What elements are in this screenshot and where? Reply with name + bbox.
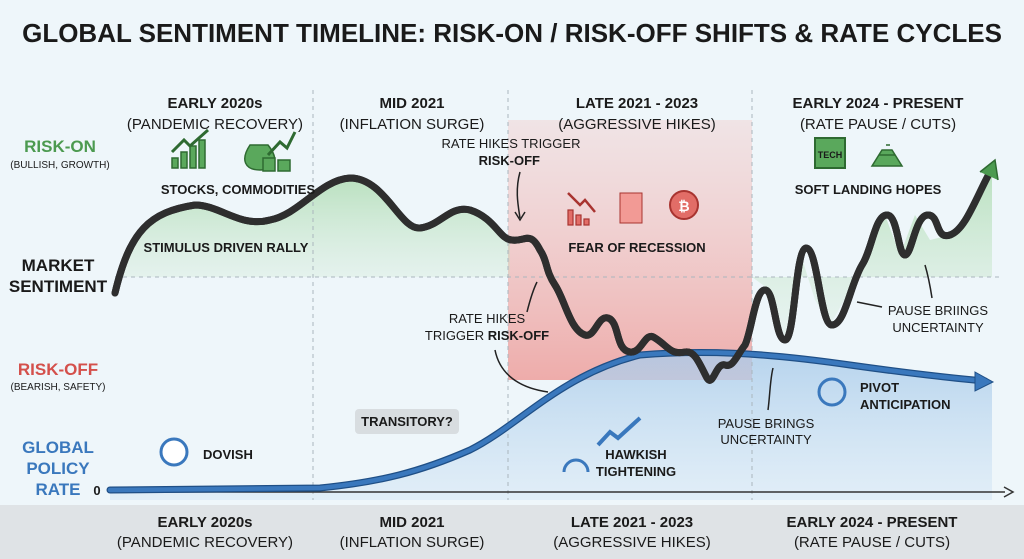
policy-rate-fill: [110, 352, 992, 500]
rate-arrow-icon: [974, 371, 995, 392]
period-headers-top: EARLY 2020s (PANDEMIC RECOVERY) MID 2021…: [127, 95, 964, 133]
grid-lines: [115, 90, 1000, 500]
svg-text:TRIGGER RISK-OFF: TRIGGER RISK-OFF: [425, 328, 549, 343]
market-sentiment-label: MARKET: [22, 256, 95, 275]
period-headers-bottom: EARLY 2020s (PANDEMIC RECOVERY) MID 2021…: [117, 514, 958, 551]
period-label: EARLY 2020s: [157, 514, 252, 531]
risk-off-sub: (BEARISH, SAFETY): [10, 382, 105, 393]
sentiment-arrow-icon: [979, 158, 999, 181]
policy-rate-label: POLICY: [26, 459, 90, 478]
policy-rate-line: [107, 350, 988, 493]
period-sub: (RATE PAUSE / CUTS): [800, 116, 956, 133]
dovish-label: DOVISH: [203, 447, 253, 462]
pause-label: PAUSE BRINGS: [718, 416, 815, 431]
hikes-label: RATE HIKES TRIGGER: [442, 136, 581, 151]
stocks-label: STOCKS, COMMODITIES: [161, 182, 316, 197]
gold-bars-icon: [870, 144, 904, 167]
period-label: LATE 2021 - 2023: [576, 95, 698, 112]
hikes-label-bold: RISK-OFF: [488, 328, 549, 343]
risk-on-sub: (BULLISH, GROWTH): [10, 160, 109, 171]
policy-rate-label: GLOBAL: [22, 438, 94, 457]
period-label: EARLY 2024 - PRESENT: [787, 514, 958, 531]
pause-label: UNCERTAINTY: [892, 320, 984, 335]
axis-labels: RISK-ON (BULLISH, GROWTH) MARKET SENTIME…: [9, 137, 110, 499]
tech-chip-label: TECH: [818, 150, 843, 160]
rising-arrow-icon: [596, 416, 642, 447]
risk-off-label: RISK-OFF: [18, 360, 98, 379]
clock-pivot-icon: [817, 377, 847, 407]
period-sub: (INFLATION SURGE): [340, 534, 485, 551]
period-sub: (AGGRESSIVE HIKES): [558, 116, 716, 133]
annotation-arrows: [494, 171, 933, 411]
bitcoin-symbol: ₿: [678, 198, 689, 214]
period-label: MID 2021: [379, 95, 444, 112]
period-label: MID 2021: [379, 514, 444, 531]
hawkish-label: TIGHTENING: [596, 464, 676, 479]
pause-label: UNCERTAINTY: [720, 432, 812, 447]
page-title: GLOBAL SENTIMENT TIMELINE: RISK-ON / RIS…: [22, 18, 1002, 48]
period-sub: (RATE PAUSE / CUTS): [794, 534, 950, 551]
hikes-label: RISK-OFF: [479, 153, 540, 168]
bottom-band: [0, 505, 1024, 559]
hikes-label: RATE HIKES: [449, 311, 526, 326]
market-sentiment-label: SENTIMENT: [9, 277, 108, 296]
period-label: EARLY 2020s: [167, 95, 262, 112]
period-sub: (PANDEMIC RECOVERY): [127, 116, 303, 133]
soft-landing-label: SOFT LANDING HOPES: [795, 182, 942, 197]
transitory-bubble: [355, 409, 459, 434]
gauge-icon: [562, 458, 590, 473]
policy-rate-label: RATE: [35, 480, 80, 499]
document-check-icon: [619, 192, 643, 224]
risk-on-fill-right: [752, 170, 992, 338]
period-sub: (INFLATION SURGE): [340, 116, 485, 133]
hawkish-label: HAWKISH: [605, 447, 666, 462]
zero-label: 0: [93, 483, 100, 498]
bitcoin-icon: [669, 190, 699, 220]
period-sub: (PANDEMIC RECOVERY): [117, 534, 293, 551]
risk-on-label: RISK-ON: [24, 137, 96, 156]
axis-arrow-icon: [1003, 486, 1015, 498]
annotations: STOCKS, COMMODITIES STIMULUS DRIVEN RALL…: [144, 136, 989, 479]
period-label: EARLY 2024 - PRESENT: [793, 95, 964, 112]
pivot-label: ANTICIPATION: [860, 397, 951, 412]
pause-label: PAUSE BRIINGS: [888, 303, 989, 318]
rally-label: STIMULUS DRIVEN RALLY: [144, 240, 309, 255]
money-bag-icon: [244, 131, 297, 172]
stocks-chart-icon: [170, 128, 209, 169]
period-sub: (AGGRESSIVE HIKES): [553, 534, 711, 551]
fear-label: FEAR OF RECESSION: [568, 240, 705, 255]
period-label: LATE 2021 - 2023: [571, 514, 693, 531]
hikes-label: TRIGGER: [425, 328, 488, 343]
risk-off-zone: [508, 120, 752, 380]
transitory-label: TRANSITORY?: [361, 414, 453, 429]
falling-chart-icon: [567, 192, 596, 226]
tech-chip-icon: [814, 137, 846, 169]
dovish-icon: [159, 437, 189, 467]
pivot-label: PIVOT: [860, 380, 899, 395]
